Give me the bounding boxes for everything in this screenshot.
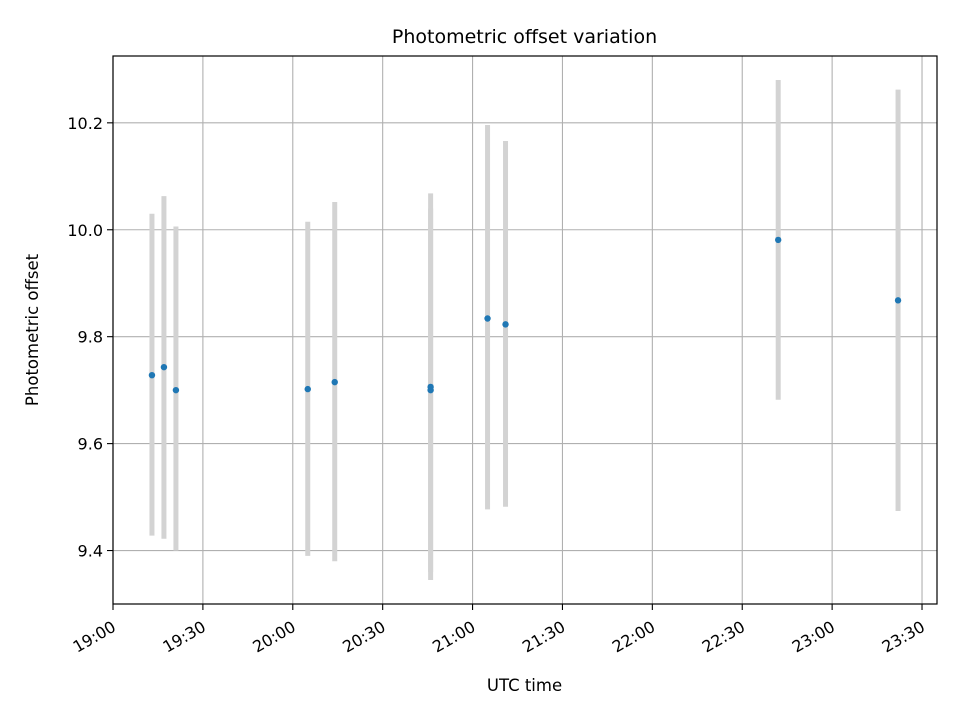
data-point: [774, 236, 782, 244]
y-axis: 9.4 9.6 9.8 10.0 10.2: [67, 114, 113, 561]
x-tick-label: 21:00: [429, 617, 478, 657]
x-axis: 19:00 19:30 20:00 20:30 21:00 21:30 22:00 22:30…: [70, 604, 928, 657]
y-axis-label: Photometric offset: [23, 253, 42, 406]
x-tick-label: 21:30: [519, 617, 568, 657]
x-tick-label: 20:00: [249, 617, 298, 657]
x-tick-label: 23:30: [879, 617, 928, 657]
data-point: [427, 386, 434, 394]
error-bars: [149, 80, 901, 580]
x-tick-label: 20:30: [339, 617, 388, 657]
data-point: [502, 321, 509, 328]
data-point: [160, 363, 168, 371]
chart-title: Photometric offset variation: [392, 26, 657, 48]
x-tick-label: 22:30: [699, 617, 748, 657]
x-tick-label: 23:00: [789, 617, 838, 657]
y-tick-label: 10.2: [67, 114, 103, 133]
data-point: [172, 386, 180, 394]
data-point: [484, 315, 491, 322]
y-tick-label: 9.6: [78, 435, 103, 454]
data-point: [331, 378, 338, 386]
data-point: [304, 385, 311, 393]
x-tick-label: 19:00: [70, 617, 119, 657]
x-tick-label: 22:00: [609, 617, 658, 657]
grid: [112, 56, 937, 604]
data-points: [148, 236, 902, 394]
y-tick-label: 9.8: [78, 328, 103, 347]
y-tick-label: 10.0: [67, 221, 103, 240]
x-tick-label: 19:30: [159, 617, 208, 657]
y-tick-label: 9.4: [78, 542, 103, 561]
x-axis-label: UTC time: [487, 676, 562, 695]
data-point: [894, 297, 902, 304]
plot-frame: [112, 55, 938, 605]
data-point: [148, 371, 156, 379]
